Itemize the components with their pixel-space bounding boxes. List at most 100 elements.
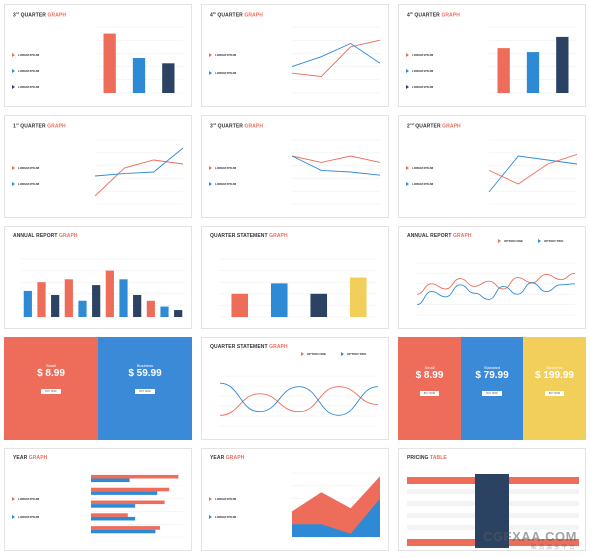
- slide-2nd-quarter-line[interactable]: 2nd QUARTER GRAPH LOREM IPSUM LOREM IPSU…: [398, 115, 586, 218]
- buy-now-button[interactable]: BUY NOW: [41, 389, 61, 394]
- line-series: [94, 159, 184, 197]
- bar: [91, 478, 130, 483]
- line-series: [291, 42, 381, 68]
- table-highlight-column: [475, 474, 509, 548]
- table-row: [509, 489, 579, 494]
- slide-annual-report-line[interactable]: ANNUAL REPORT GRAPH OPTION ONE OPTION TW…: [398, 226, 586, 329]
- pricing-panel-small: [4, 337, 98, 440]
- slide-3rd-quarter-line[interactable]: 3rd QUARTER GRAPH LOREM IPSUM LOREM IPSU…: [201, 115, 389, 218]
- line-series: [488, 153, 578, 185]
- slide-4th-quarter-line[interactable]: 4th QUARTER GRAPH LOREM IPSUM LOREM IPSU…: [201, 4, 389, 107]
- slide-year-area[interactable]: YEAR GRAPH LOREM IPSUM LOREM IPSUM: [201, 448, 389, 551]
- table-row: [407, 489, 475, 494]
- bar: [133, 294, 142, 317]
- price-small: Small $ 8.99 BUY NOW: [415, 365, 444, 396]
- line-series: [416, 282, 576, 306]
- bar: [91, 526, 160, 530]
- legend-option-two: OPTION TWO: [538, 239, 563, 243]
- slide-quarter-statement-bar[interactable]: QUARTER STATEMENT GRAPH: [201, 226, 389, 329]
- line-series: [219, 382, 379, 416]
- bar: [146, 300, 155, 317]
- bar: [349, 277, 367, 317]
- area-chart: [292, 472, 380, 538]
- pricing-panel-small: [398, 337, 461, 440]
- slide-title: QUARTER STATEMENT GRAPH: [210, 233, 288, 239]
- legend-item: LOREM IPSUM: [406, 69, 433, 73]
- bar: [174, 310, 183, 317]
- legend-item: LOREM IPSUM: [406, 85, 433, 89]
- slide-4th-quarter-bar[interactable]: 4th QUARTER GRAPH LOREM IPSUM LOREM IPSU…: [398, 4, 586, 107]
- price-standard: Standard $ 79.99 BUY NOW: [475, 365, 509, 396]
- pricing-panel-business: [98, 337, 192, 440]
- slide-title: 4th QUARTER GRAPH: [210, 11, 263, 19]
- slide-title: PRICING TABLE: [407, 455, 447, 461]
- area-series: [292, 498, 380, 537]
- buy-now-button[interactable]: BUY NOW: [482, 391, 502, 396]
- slide-title: 3rd QUARTER GRAPH: [210, 122, 264, 130]
- bar: [64, 279, 73, 317]
- pricing-table-grid: [407, 474, 579, 548]
- bar: [556, 36, 569, 93]
- buy-now-button[interactable]: BUY NOW: [544, 391, 565, 396]
- bar: [91, 516, 136, 521]
- bar: [92, 285, 101, 317]
- legend-item: LOREM IPSUM: [209, 182, 236, 186]
- price-small: Small $ 8.99 BUY NOW: [37, 363, 65, 394]
- price-business: Business $ 59.99 BUY NOW: [128, 363, 162, 394]
- line-chart: [291, 139, 381, 205]
- bar-chart: [220, 258, 378, 318]
- legend-item: LOREM IPSUM: [12, 497, 39, 501]
- legend-item: LOREM IPSUM: [209, 71, 236, 75]
- bar: [23, 290, 32, 317]
- table-footer-highlight: [475, 539, 509, 546]
- slide-title: 2nd QUARTER GRAPH: [407, 122, 461, 130]
- legend-item: LOREM IPSUM: [209, 497, 236, 501]
- slide-title: QUARTER STATEMENT GRAPH: [210, 344, 288, 350]
- line-chart: [291, 26, 381, 94]
- bar-chart: [489, 26, 577, 94]
- legend-item: LOREM IPSUM: [12, 53, 39, 57]
- table-rows: [407, 489, 579, 530]
- legend-item: LOREM IPSUM: [12, 69, 39, 73]
- slide-pricing-two[interactable]: Small $ 8.99 BUY NOW Business $ 59.99 BU…: [4, 337, 192, 440]
- line-series: [488, 155, 578, 193]
- slide-title: ANNUAL REPORT GRAPH: [13, 233, 78, 239]
- line-chart: [416, 262, 576, 316]
- table-row: [407, 501, 475, 506]
- table-row: [407, 513, 475, 518]
- buy-now-button[interactable]: BUY NOW: [419, 391, 440, 396]
- watermark-logo: CGFXAA.COM: [483, 529, 577, 544]
- bar: [51, 294, 60, 317]
- bar: [160, 306, 169, 317]
- bar: [37, 282, 46, 317]
- line-chart: [488, 139, 578, 205]
- slide-title: YEAR GRAPH: [13, 455, 48, 461]
- slide-1st-quarter-line[interactable]: 1st QUARTER GRAPH LOREM IPSUM LOREM IPSU…: [4, 115, 192, 218]
- bar: [91, 500, 165, 505]
- legend-item: LOREM IPSUM: [209, 166, 236, 170]
- bar: [78, 300, 87, 317]
- slide-pricing-table[interactable]: PRICING TABLE CGFXAA.COM 聚 资 源 享 平 台: [398, 448, 586, 551]
- slide-pricing-three[interactable]: Small $ 8.99 BUY NOW Standard $ 79.99 BU…: [398, 337, 586, 440]
- bar: [91, 513, 128, 517]
- bar: [91, 529, 156, 534]
- slide-quarter-statement-line[interactable]: QUARTER STATEMENT GRAPH OPTION ONE OPTIO…: [201, 337, 389, 440]
- legend-item: LOREM IPSUM: [406, 182, 433, 186]
- table-row: [509, 525, 579, 530]
- legend-item: LOREM IPSUM: [12, 85, 39, 89]
- slide-title: 3rd QUARTER GRAPH: [13, 11, 67, 19]
- pricing-panel-standard: [461, 337, 523, 440]
- slide-year-horizontal-bar[interactable]: YEAR GRAPH LOREM IPSUM LOREM IPSUM: [4, 448, 192, 551]
- line-series: [219, 386, 379, 416]
- bar: [91, 474, 179, 479]
- slide-title: YEAR GRAPH: [210, 455, 245, 461]
- legend-item: LOREM IPSUM: [12, 182, 39, 186]
- slide-3rd-quarter-bar[interactable]: 3rd QUARTER GRAPH LOREM IPSUM LOREM IPSU…: [4, 4, 192, 107]
- line-chart: [219, 375, 379, 427]
- watermark-tagline: 聚 资 源 享 平 台: [530, 545, 575, 551]
- bar: [162, 63, 175, 93]
- legend-item: LOREM IPSUM: [406, 53, 433, 57]
- slide-title: ANNUAL REPORT GRAPH: [407, 233, 472, 239]
- slide-annual-report-bar[interactable]: ANNUAL REPORT GRAPH: [4, 226, 192, 329]
- buy-now-button[interactable]: BUY NOW: [135, 389, 155, 394]
